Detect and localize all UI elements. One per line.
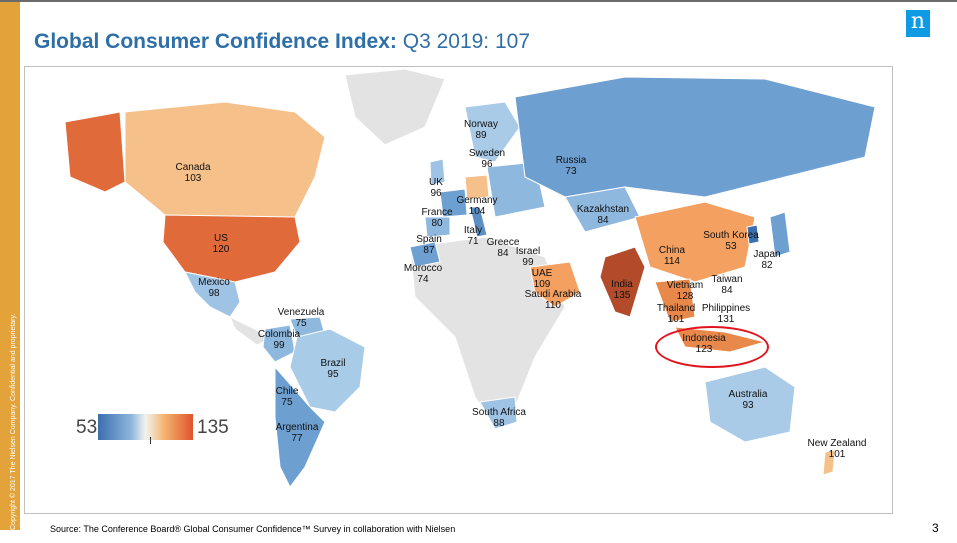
south-africa-shape bbox=[479, 396, 518, 430]
title-rest: Q3 2019: 107 bbox=[402, 30, 531, 53]
label-taiwan: Taiwan 84 bbox=[711, 274, 743, 296]
new-zealand-shape bbox=[822, 449, 836, 476]
russia-shape bbox=[514, 76, 876, 198]
page-number: 3 bbox=[932, 521, 939, 535]
label-japan: Japan 82 bbox=[753, 249, 781, 271]
label-saudi-arabia: Saudi Arabia 110 bbox=[524, 289, 582, 311]
label-sweden: Sweden 96 bbox=[468, 148, 506, 170]
label-philippines: Philippines 131 bbox=[701, 303, 751, 325]
label-china: China 114 bbox=[658, 245, 686, 267]
label-morocco: Morocco 74 bbox=[403, 263, 443, 285]
label-venezuela: Venezuela 75 bbox=[277, 307, 325, 329]
alaska-shape bbox=[64, 111, 126, 193]
label-australia: Australia 93 bbox=[728, 389, 768, 411]
canada-shape bbox=[124, 101, 326, 218]
saudi-shape bbox=[529, 261, 581, 308]
france-shape bbox=[439, 188, 468, 218]
indonesia-highlight-circle bbox=[655, 326, 769, 368]
label-germany: Germany 104 bbox=[456, 195, 498, 217]
japan-shape bbox=[769, 211, 791, 258]
label-norway: Norway 89 bbox=[464, 119, 498, 141]
label-mexico: Mexico 98 bbox=[198, 277, 230, 299]
page-title: Global Consumer Confidence Index: Q3 201… bbox=[34, 30, 530, 54]
us-shape bbox=[162, 214, 301, 283]
label-argentina: Argentina 77 bbox=[275, 422, 319, 444]
china-shape bbox=[634, 201, 756, 283]
italy-shape bbox=[469, 206, 488, 238]
label-uae: UAE 109 bbox=[531, 268, 553, 290]
spain-shape bbox=[424, 216, 451, 238]
copyright-text: Copyright © 2017 The Nielsen Company. Co… bbox=[10, 313, 17, 530]
label-uk: UK 96 bbox=[429, 177, 443, 199]
map-shapes bbox=[64, 68, 876, 488]
label-israel: Israel 99 bbox=[515, 246, 541, 268]
southeast-asia-shape bbox=[654, 278, 696, 323]
legend-max: 135 bbox=[197, 417, 229, 438]
chile-argentina-shape bbox=[274, 365, 326, 488]
label-south-korea: South Korea 53 bbox=[703, 230, 759, 252]
source-label: Source: bbox=[50, 524, 82, 534]
label-italy: Italy 71 bbox=[463, 225, 483, 247]
germany-shape bbox=[464, 174, 490, 200]
morocco-shape bbox=[409, 241, 441, 268]
korea-shape bbox=[746, 224, 760, 245]
source-note: Source: The Conference Board® Global Con… bbox=[50, 524, 455, 534]
scandinavia-shape bbox=[464, 101, 521, 163]
australia-shape bbox=[704, 366, 796, 443]
legend-gradient-bar bbox=[98, 414, 193, 440]
label-canada: Canada 103 bbox=[175, 162, 211, 184]
label-colombia: Colombia 99 bbox=[257, 329, 301, 351]
label-new-zealand: New Zealand 101 bbox=[807, 438, 867, 460]
brazil-shape bbox=[289, 328, 366, 413]
uk-shape bbox=[429, 158, 446, 186]
label-chile: Chile 75 bbox=[275, 386, 299, 408]
india-shape bbox=[599, 246, 646, 318]
title-bold: Global Consumer Confidence Index: bbox=[34, 30, 397, 53]
source-text: The Conference Board® Global Consumer Co… bbox=[83, 524, 456, 534]
label-kazakhstan: Kazakhstan 84 bbox=[576, 204, 630, 226]
label-brazil: Brazil 95 bbox=[320, 358, 346, 380]
label-south-africa: South Africa 88 bbox=[472, 407, 526, 429]
label-greece: Greece 84 bbox=[486, 237, 520, 259]
label-us: US 120 bbox=[212, 233, 230, 255]
side-strip bbox=[0, 2, 20, 530]
legend-tick bbox=[150, 437, 151, 444]
world-map: Canada 103 US 120 Mexico 98 Venezuela 75 Col… bbox=[24, 66, 893, 514]
label-russia: Russia 73 bbox=[555, 155, 587, 177]
label-india: India 135 bbox=[611, 279, 633, 301]
label-france: France 80 bbox=[421, 207, 453, 229]
label-spain: Spain 87 bbox=[416, 234, 442, 256]
label-vietnam: Vietnam 128 bbox=[666, 280, 704, 302]
legend-min: 53 bbox=[76, 417, 98, 438]
top-rule bbox=[0, 0, 957, 2]
greenland-shape bbox=[344, 68, 446, 146]
label-thailand: Thailand 101 bbox=[656, 303, 696, 325]
nielsen-logo: n bbox=[906, 10, 930, 37]
colombia-shape bbox=[262, 324, 296, 363]
